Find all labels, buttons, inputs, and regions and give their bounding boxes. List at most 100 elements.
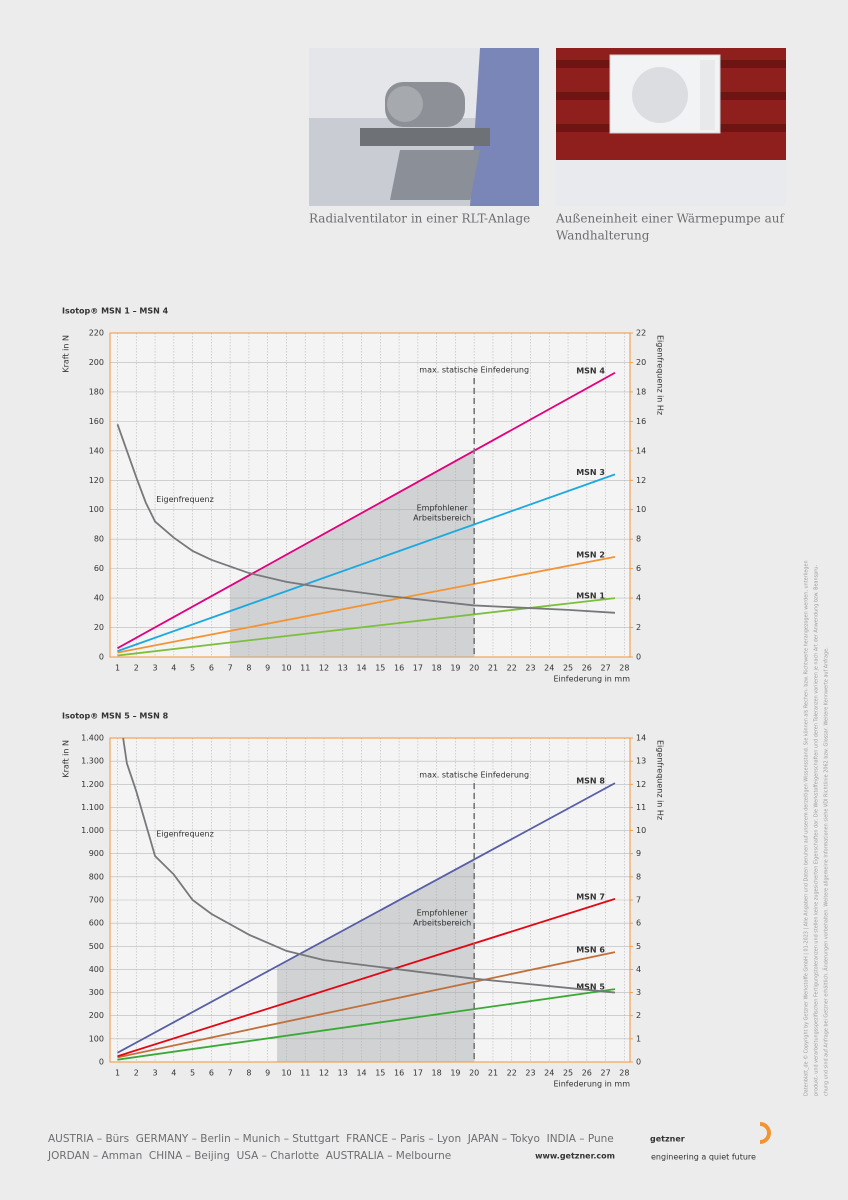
- series-label: MSN 2: [576, 550, 605, 559]
- series-label: MSN 4: [576, 366, 605, 375]
- y2-tick-label: 20: [636, 358, 646, 367]
- series-label: MSN 8: [576, 777, 605, 786]
- series-line: [116, 424, 616, 614]
- x-tick-label: 21: [488, 1069, 498, 1078]
- y-tick-label: 60: [94, 564, 104, 573]
- y2-tick-label: 8: [636, 872, 641, 881]
- x-tick-label: 24: [544, 664, 554, 673]
- plot-frame: [109, 737, 631, 1063]
- y2-tick-label: 1: [636, 1034, 641, 1043]
- region-label: Arbeitsbereich: [413, 513, 471, 522]
- x-tick-label: 1: [115, 664, 120, 673]
- y-axis-label: Kraft in N: [62, 740, 71, 778]
- y-tick-label: 600: [89, 919, 104, 928]
- x-tick-label: 1: [115, 1069, 120, 1078]
- series-label: MSN 6: [576, 946, 605, 955]
- x-tick-label: 24: [544, 1069, 554, 1078]
- region-label: Empfohlener: [417, 908, 469, 917]
- y-axis-label: Kraft in N: [62, 335, 71, 373]
- logo: getzner: [650, 1135, 685, 1144]
- x-tick-label: 4: [171, 664, 176, 673]
- x-axis-label: Einfederung in mm: [553, 1080, 630, 1089]
- x-tick-label: 13: [338, 664, 348, 673]
- max-deflection-label: max. statische Einfederung: [419, 366, 529, 375]
- x-tick-label: 28: [619, 1069, 629, 1078]
- x-tick-label: 18: [432, 1069, 442, 1078]
- recommended-region: [230, 450, 475, 657]
- x-tick-label: 28: [619, 664, 629, 673]
- y2-tick-label: 9: [636, 849, 641, 858]
- y-tick-label: 400: [89, 965, 104, 974]
- y-tick-label: 500: [89, 942, 104, 951]
- y-tick-label: 0: [99, 653, 104, 662]
- photo-caption: Radialventilator in einer RLT-Anlage: [309, 212, 530, 226]
- x-tick-label: 4: [171, 1069, 176, 1078]
- y2-tick-label: 0: [636, 1058, 641, 1067]
- x-tick-label: 27: [601, 664, 611, 673]
- y-tick-label: 100: [89, 505, 104, 514]
- x-tick-label: 11: [300, 664, 310, 673]
- x-tick-label: 7: [228, 664, 233, 673]
- x-tick-label: 7: [228, 1069, 233, 1078]
- footer-url: www.getzner.com: [535, 1152, 615, 1161]
- y-tick-label: 80: [94, 535, 104, 544]
- x-tick-label: 16: [394, 1069, 404, 1078]
- x-tick-label: 27: [601, 1069, 611, 1078]
- x-tick-label: 5: [190, 1069, 195, 1078]
- x-tick-label: 21: [488, 664, 498, 673]
- y-tick-label: 0: [99, 1058, 104, 1067]
- y2-tick-label: 22: [636, 329, 646, 338]
- x-tick-label: 9: [265, 664, 270, 673]
- y-tick-label: 900: [89, 849, 104, 858]
- y2-tick-label: 0: [636, 653, 641, 662]
- y2-tick-label: 14: [636, 446, 646, 455]
- x-tick-label: 8: [246, 664, 251, 673]
- series-label: MSN 7: [576, 892, 605, 901]
- x-tick-label: 20: [469, 664, 479, 673]
- series-label: MSN 5: [576, 983, 605, 992]
- y2-tick-label: 2: [636, 623, 641, 632]
- y-tick-label: 20: [94, 623, 104, 632]
- y-tick-label: 180: [89, 387, 104, 396]
- x-tick-label: 2: [134, 664, 139, 673]
- y2-tick-label: 6: [636, 919, 641, 928]
- x-tick-label: 26: [582, 664, 592, 673]
- y2-tick-label: 4: [636, 965, 641, 974]
- series-label: Eigenfrequenz: [156, 495, 214, 504]
- side-note: produkt- und verarbeitungsspezifischen F…: [814, 565, 820, 1096]
- y2-axis-label: Eigenfrequenz in Hz: [656, 740, 665, 820]
- series-line: [122, 737, 616, 994]
- x-tick-label: 25: [563, 664, 573, 673]
- x-tick-label: 25: [563, 1069, 573, 1078]
- x-tick-label: 15: [375, 664, 385, 673]
- series-line: [117, 988, 616, 1061]
- logo-mark: [759, 1122, 771, 1144]
- y-tick-label: 220: [89, 329, 104, 338]
- y2-tick-label: 18: [636, 387, 646, 396]
- series-line: [117, 951, 616, 1059]
- photo-caption: Wandhalterung: [556, 229, 650, 243]
- series-line: [117, 371, 616, 649]
- x-tick-label: 19: [450, 664, 460, 673]
- chart: Isotop® MSN 5 – MSN 81 2 3 4 5 6 7 8 9 10 11 12 13 14…: [62, 712, 665, 1089]
- y-tick-label: 200: [89, 358, 104, 367]
- y-tick-label: 1.000: [81, 826, 104, 835]
- y2-tick-label: 8: [636, 535, 641, 544]
- plot-area: [110, 333, 630, 657]
- y2-tick-label: 7: [636, 896, 641, 905]
- y-tick-label: 800: [89, 872, 104, 881]
- y2-tick-label: 3: [636, 988, 641, 997]
- x-axis-label: Einfederung in mm: [553, 675, 630, 684]
- y2-tick-label: 6: [636, 564, 641, 573]
- x-tick-label: 11: [300, 1069, 310, 1078]
- footer-locations: JORDAN – Amman CHINA – Beijing USA – Cha…: [47, 1150, 451, 1162]
- series-label: Eigenfrequenz: [156, 830, 214, 839]
- series-label: MSN 1: [576, 592, 605, 601]
- x-tick-label: 17: [413, 1069, 423, 1078]
- logo-claim: engineering a quiet future: [651, 1153, 756, 1162]
- x-tick-label: 14: [356, 1069, 366, 1078]
- photo: [309, 48, 539, 206]
- series-line: [117, 555, 616, 654]
- max-deflection-label: max. statische Einfederung: [419, 771, 529, 780]
- y2-tick-label: 10: [636, 505, 646, 514]
